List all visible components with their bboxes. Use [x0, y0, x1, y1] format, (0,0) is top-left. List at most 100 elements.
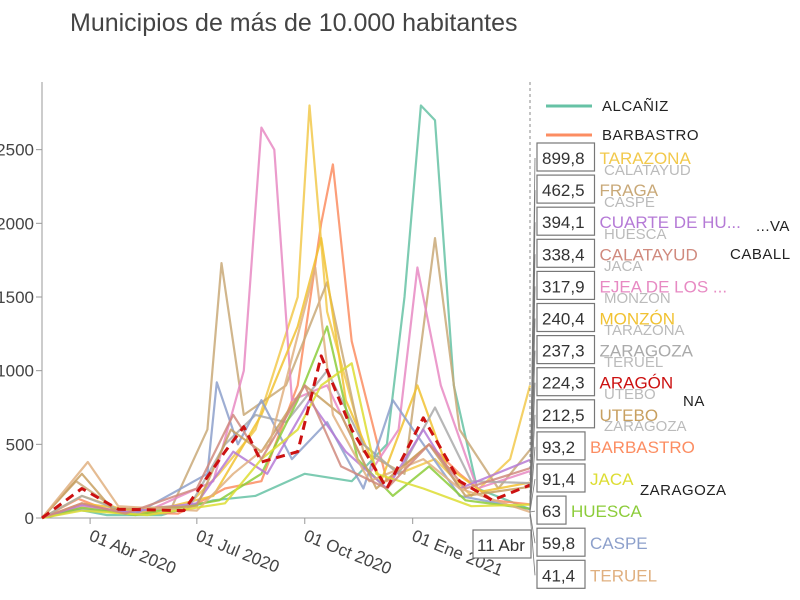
hover-series-name: EJEA DE LOS ... — [600, 277, 728, 296]
ghost-label: UTEBO — [604, 386, 656, 403]
hover-value: 59,8 — [542, 534, 575, 553]
y-tick-label: 2000 — [0, 214, 34, 233]
legend-label[interactable]: BARBASTRO — [602, 127, 699, 144]
y-tick-label: 0 — [25, 509, 34, 528]
hover-tooltip: 91,4 JACA — [529, 463, 634, 513]
hover-series-name: CALATAYUD — [600, 245, 698, 264]
hover-value-box — [536, 270, 596, 300]
hover-value-box — [536, 559, 586, 589]
hover-series-name: UTEBO — [600, 406, 659, 425]
hover-connector — [529, 414, 536, 513]
series-line[interactable] — [41, 369, 531, 519]
hover-series-name: FRAGA — [600, 181, 659, 200]
hover-tooltip: 41,4 TERUEL — [529, 511, 657, 589]
hover-tooltip: 63 HUESCA — [529, 495, 643, 525]
hover-value: 224,3 — [542, 374, 585, 393]
hover-connector — [529, 446, 536, 513]
hover-tooltip: 237,3 ZARAGOZA — [529, 335, 694, 513]
hover-value: 63 — [542, 502, 561, 521]
hover-value-box — [536, 335, 596, 365]
hover-connector — [529, 510, 536, 513]
hover-tooltip: 394,1 CUARTE DE HU... — [529, 206, 741, 513]
hover-connector — [529, 511, 536, 576]
hover-date-box: 11 Abr — [472, 529, 532, 559]
overlapped-label: NA — [683, 393, 705, 410]
hover-value: 91,4 — [542, 470, 575, 489]
overlapped-label: ...VA — [756, 218, 790, 235]
y-tick-label: 1500 — [0, 288, 34, 307]
hover-value: 462,5 — [542, 181, 585, 200]
x-tick-label: 01 Oct 2020 — [301, 526, 394, 578]
series-line[interactable] — [41, 354, 531, 520]
legend-label[interactable]: ALCAÑIZ — [602, 98, 669, 115]
hover-series-name: ZARAGOZA — [600, 342, 694, 361]
hover-tooltip: 59,8 CASPE — [529, 511, 648, 557]
hover-value-box — [536, 206, 596, 236]
hover-series-name: TERUEL — [590, 566, 657, 585]
hover-series-name: TARAZONA — [600, 149, 692, 168]
hover-tooltip: 224,3 ARAGÓN — [529, 367, 674, 513]
hover-tooltip: 240,4 MONZÓN — [529, 302, 676, 513]
hover-tooltip: 93,2 BARBASTRO — [529, 431, 695, 513]
hover-series-name: CASPE — [590, 534, 648, 553]
ghost-label: HUESCA — [604, 226, 667, 243]
ghost-label: JACA — [604, 258, 642, 275]
hover-value: 41,4 — [542, 566, 575, 585]
hover-date-frame — [472, 529, 532, 559]
hover-value: 212,5 — [542, 406, 585, 425]
overlapped-label: ZARAGOZA — [640, 482, 727, 499]
series-line[interactable] — [41, 384, 531, 520]
legend: ALCAÑIZ BARBASTRO — [546, 98, 699, 144]
hover-series-name: JACA — [590, 470, 634, 489]
ghost-label: TERUEL — [604, 354, 663, 371]
y-tick-label: 1000 — [0, 362, 34, 381]
series-layer — [41, 104, 532, 520]
hover-value-box — [536, 174, 596, 204]
hover-value-box — [536, 495, 567, 525]
hover-value: 899,8 — [542, 149, 585, 168]
hover-value-box — [536, 367, 596, 397]
hover-series-name: BARBASTRO — [590, 438, 695, 457]
hover-value: 317,9 — [542, 277, 585, 296]
hover-tooltip: 212,5 UTEBO — [529, 399, 659, 513]
series-line[interactable] — [41, 104, 531, 520]
hover-value: 240,4 — [542, 310, 585, 329]
ghost-label: CALATAYUD — [604, 162, 691, 179]
hover-value-box — [536, 527, 586, 557]
hover-connector — [529, 511, 536, 544]
hover-tooltip: 899,8 TARAZONA — [529, 142, 692, 513]
hover-connector — [529, 478, 536, 513]
hover-tooltips: 899,8 TARAZONA 462,5 FRAGA 394,1 CUARTE DE HU… — [472, 82, 791, 589]
hover-value-box — [536, 431, 586, 461]
hover-tooltip: 317,9 EJEA DE LOS ... — [529, 270, 728, 513]
y-tick-label: 500 — [6, 435, 34, 454]
hover-value: 93,2 — [542, 438, 575, 457]
y-tick-label: 2500 — [0, 141, 34, 160]
x-tick-label: 01 Abr 2020 — [87, 526, 179, 578]
ghost-label: ZARAGOZA — [604, 418, 687, 435]
hover-series-name: ARAGÓN — [600, 374, 674, 393]
hover-date: 11 Abr — [477, 536, 525, 555]
ghost-labels: CALATAYUD CASPE HUESCA JACA MONZÓN TARAZONA TE… — [604, 162, 691, 435]
series-line[interactable] — [41, 126, 531, 520]
hover-series-name: CUARTE DE HU... — [600, 213, 741, 232]
x-tick-label: 01 Jul 2020 — [193, 526, 282, 577]
hover-value-box — [536, 463, 586, 493]
hover-value: 394,1 — [542, 213, 585, 232]
overlapped-label: CABALL — [730, 246, 791, 263]
hover-value: 338,4 — [542, 245, 585, 264]
hover-series-name: HUESCA — [571, 502, 643, 521]
hover-value-box — [536, 142, 596, 172]
hover-value-box — [536, 399, 596, 429]
hover-value: 237,3 — [542, 342, 585, 361]
ghost-label: CASPE — [604, 194, 655, 211]
hover-value-box — [536, 238, 596, 268]
chart-title: Municipios de más de 10.000 habitantes — [70, 9, 518, 37]
series-line[interactable] — [41, 266, 531, 519]
ghost-label: TARAZONA — [604, 322, 685, 339]
series-line[interactable] — [41, 163, 531, 519]
hover-value-box — [536, 302, 596, 333]
ghost-label: MONZÓN — [604, 290, 671, 307]
hover-series-name: MONZÓN — [600, 310, 676, 329]
